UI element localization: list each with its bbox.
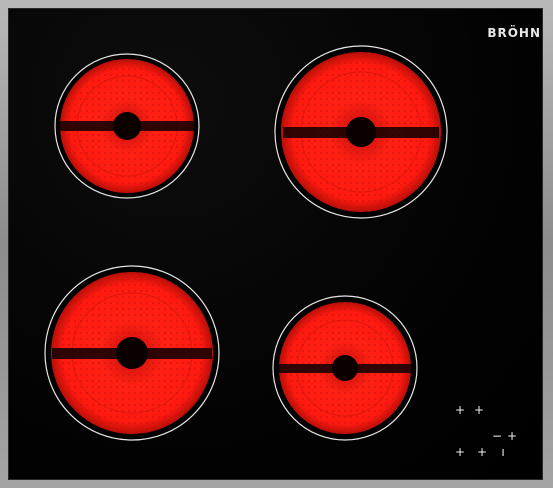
timer-icon[interactable]: ı [501, 445, 505, 459]
plus-icon[interactable]: + [454, 445, 466, 459]
minus-icon[interactable]: − [491, 429, 503, 443]
zone-rear-right [274, 45, 448, 219]
plus-icon[interactable]: + [476, 445, 488, 459]
zone-center-sensor [113, 112, 141, 140]
zone-center-sensor [116, 337, 148, 369]
plus-icon[interactable]: + [454, 403, 466, 417]
zone-rear-left [54, 53, 200, 199]
plus-icon[interactable]: + [506, 429, 518, 443]
zone-center-sensor [332, 355, 358, 381]
brand-logo: BRÖHN [487, 26, 541, 40]
zone-front-right [272, 295, 418, 441]
plus-icon[interactable]: + [473, 403, 485, 417]
zone-center-sensor [346, 117, 376, 147]
zone-front-left [44, 265, 220, 441]
